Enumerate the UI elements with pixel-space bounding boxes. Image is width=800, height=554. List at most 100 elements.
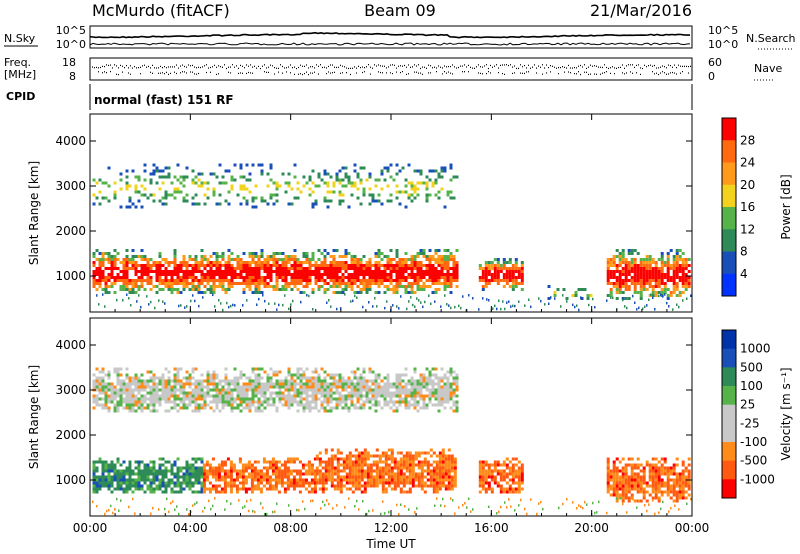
data-cell xyxy=(241,475,245,479)
data-cell xyxy=(651,466,655,470)
scatter-cell xyxy=(336,307,338,311)
data-cell xyxy=(211,466,215,470)
data-cell xyxy=(606,487,610,491)
data-cell xyxy=(444,469,448,473)
data-cell xyxy=(434,178,438,182)
data-cell xyxy=(125,187,129,191)
data-cell xyxy=(399,490,403,494)
data-cell xyxy=(383,273,387,276)
data-cell xyxy=(215,394,219,398)
data-cell xyxy=(253,478,257,482)
data-cell xyxy=(660,258,664,261)
data-cell xyxy=(287,391,291,395)
data-cell xyxy=(416,187,420,191)
data-cell xyxy=(428,270,432,273)
scatter-cell xyxy=(488,299,490,302)
freq-mark xyxy=(500,64,501,67)
data-cell xyxy=(188,397,192,401)
data-cell xyxy=(173,379,177,383)
scatter-cell xyxy=(122,299,124,302)
scatter-cell xyxy=(290,303,292,306)
data-cell xyxy=(259,481,263,485)
data-cell xyxy=(140,258,144,261)
data-cell xyxy=(224,199,228,203)
data-cell xyxy=(197,282,201,285)
data-cell xyxy=(399,463,403,467)
data-cell xyxy=(155,385,159,389)
data-cell xyxy=(218,267,222,270)
data-cell xyxy=(396,451,400,455)
data-cell xyxy=(333,487,337,491)
data-cell xyxy=(173,190,177,194)
data-cell xyxy=(407,291,411,294)
data-cell xyxy=(517,282,521,285)
data-cell xyxy=(202,481,206,485)
data-cell xyxy=(414,457,418,461)
data-cell xyxy=(645,481,649,485)
data-cell xyxy=(218,181,222,185)
data-cell xyxy=(356,270,360,273)
data-cell xyxy=(248,388,252,392)
data-cell xyxy=(113,249,117,252)
data-cell xyxy=(197,409,201,413)
nave-mark xyxy=(468,71,469,73)
data-cell xyxy=(517,475,521,479)
data-cell xyxy=(339,463,343,467)
data-cell xyxy=(92,193,96,197)
nave-mark xyxy=(680,72,681,74)
data-cell xyxy=(648,279,652,282)
nave-mark xyxy=(622,72,623,74)
data-cell xyxy=(437,276,441,279)
data-cell xyxy=(128,475,132,479)
data-cell xyxy=(289,457,293,461)
data-cell xyxy=(411,472,415,476)
data-cell xyxy=(125,169,129,173)
data-cell xyxy=(675,478,679,482)
data-cell xyxy=(438,487,442,491)
nave-mark xyxy=(676,73,677,75)
data-cell xyxy=(314,282,318,285)
data-cell xyxy=(194,472,198,476)
data-cell xyxy=(441,466,445,470)
data-cell xyxy=(344,166,348,170)
freq-mark xyxy=(306,64,307,66)
data-cell xyxy=(441,478,445,482)
data-cell xyxy=(116,367,120,371)
data-cell xyxy=(269,270,273,273)
freq-mark xyxy=(522,66,523,68)
data-cell xyxy=(621,466,625,470)
data-cell xyxy=(254,184,258,188)
data-cell xyxy=(113,181,117,185)
data-cell xyxy=(407,196,411,200)
data-cell xyxy=(146,475,150,479)
data-cell xyxy=(660,472,664,476)
data-cell xyxy=(657,499,661,503)
data-cell xyxy=(411,478,415,482)
data-cell xyxy=(357,469,361,473)
data-cell xyxy=(128,472,132,476)
data-cell xyxy=(660,252,664,255)
data-cell xyxy=(326,181,330,185)
data-cell xyxy=(335,267,339,270)
data-cell xyxy=(284,267,288,270)
data-cell xyxy=(239,166,243,170)
data-cell xyxy=(583,288,587,291)
data-cell xyxy=(122,264,126,267)
data-cell xyxy=(636,490,640,494)
data-cell xyxy=(444,460,448,464)
data-cell xyxy=(197,202,201,206)
data-cell xyxy=(496,481,500,485)
data-cell xyxy=(167,469,171,473)
data-cell xyxy=(113,190,117,194)
data-cell xyxy=(381,475,385,479)
data-cell xyxy=(158,457,162,461)
data-cell xyxy=(669,249,673,252)
freq-mark xyxy=(636,64,637,67)
data-cell xyxy=(266,267,270,270)
data-cell xyxy=(410,261,414,264)
data-cell xyxy=(377,252,381,255)
scatter-cell xyxy=(374,297,376,300)
data-cell xyxy=(520,261,524,264)
data-cell xyxy=(244,469,248,473)
data-cell xyxy=(447,457,451,461)
